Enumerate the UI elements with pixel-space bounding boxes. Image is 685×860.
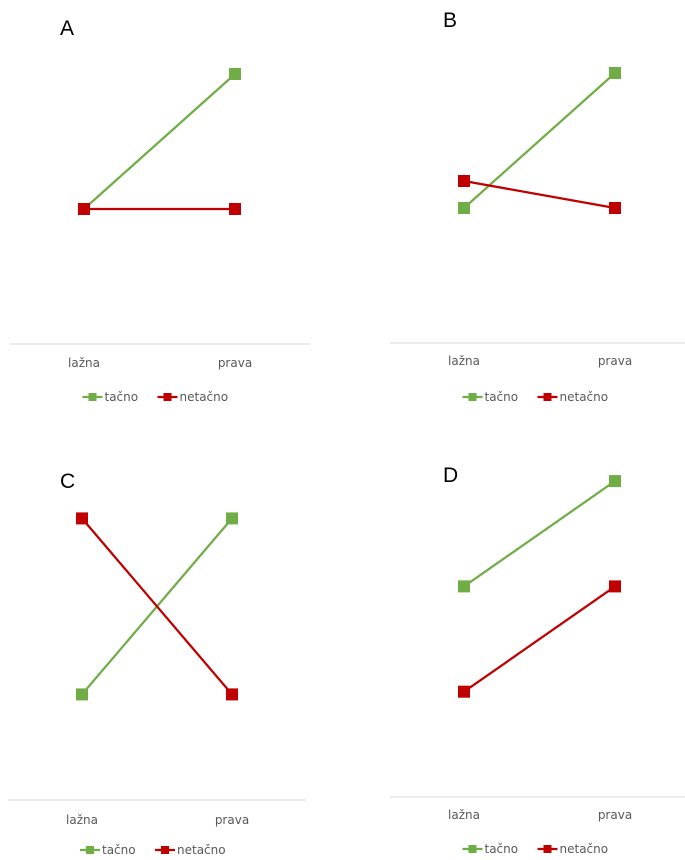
legend-swatch-marker: [161, 846, 169, 854]
legend-swatch-marker: [88, 393, 97, 401]
legend-swatch-marker: [543, 393, 552, 401]
panel-label: D: [443, 464, 458, 487]
legend-swatch-marker: [468, 845, 477, 853]
legend-item-tacno: tačno: [80, 843, 136, 857]
x-tick-label: lažna: [448, 354, 480, 368]
legend-label: tačno: [485, 842, 519, 856]
data-point-netacno: [76, 512, 88, 525]
legend-label: netačno: [560, 390, 609, 404]
legend-item-tacno: tačno: [462, 390, 519, 404]
x-tick-label: prava: [215, 813, 249, 827]
data-point-tacno: [76, 688, 88, 701]
x-tick-label: prava: [218, 356, 252, 370]
panel-label: B: [443, 9, 457, 32]
data-point-tacno: [229, 68, 241, 80]
legend-item-tacno: tačno: [462, 842, 519, 856]
data-point-netacno: [229, 203, 241, 215]
data-point-netacno: [609, 202, 621, 214]
x-tick-label: prava: [598, 354, 632, 368]
data-point-netacno: [78, 203, 90, 215]
legend-label: tačno: [485, 390, 519, 404]
data-point-netacno: [226, 688, 238, 701]
legend-label: tačno: [105, 390, 139, 404]
legend-swatch-marker: [86, 846, 94, 854]
data-point-netacno: [458, 175, 470, 187]
data-point-tacno: [458, 580, 470, 593]
series-line-tacno: [463, 72, 616, 209]
x-tick-label: lažna: [448, 808, 480, 822]
legend-item-netacno: netačno: [537, 390, 609, 404]
x-tick-label: prava: [598, 808, 632, 822]
series-line-tacno: [83, 73, 236, 210]
legend-item-netacno: netačno: [537, 842, 609, 856]
legend-label: tačno: [102, 843, 136, 857]
x-tick-label: lažna: [68, 356, 100, 370]
panel-label: C: [60, 470, 75, 493]
legend-swatch-marker: [163, 393, 172, 401]
legend-item-tacno: tačno: [82, 390, 139, 404]
data-point-tacno: [609, 475, 621, 488]
series-line-tacno: [463, 480, 616, 588]
panel-label: A: [60, 17, 74, 40]
series-line-netacno: [81, 517, 233, 696]
legend-item-netacno: netačno: [155, 843, 226, 857]
data-point-tacno: [609, 67, 621, 79]
data-point-netacno: [458, 685, 470, 698]
series-line-netacno: [463, 179, 616, 210]
legend-label: netačno: [180, 390, 229, 404]
legend-label: netačno: [177, 843, 226, 857]
data-point-tacno: [458, 202, 470, 214]
legend-swatch-marker: [543, 845, 552, 853]
series-line-netacno: [463, 585, 616, 693]
x-tick-label: lažna: [66, 813, 98, 827]
data-point-netacno: [609, 580, 621, 593]
legend-label: netačno: [560, 842, 609, 856]
data-point-tacno: [226, 512, 238, 525]
legend-item-netacno: netačno: [157, 390, 229, 404]
legend-swatch-marker: [468, 393, 477, 401]
